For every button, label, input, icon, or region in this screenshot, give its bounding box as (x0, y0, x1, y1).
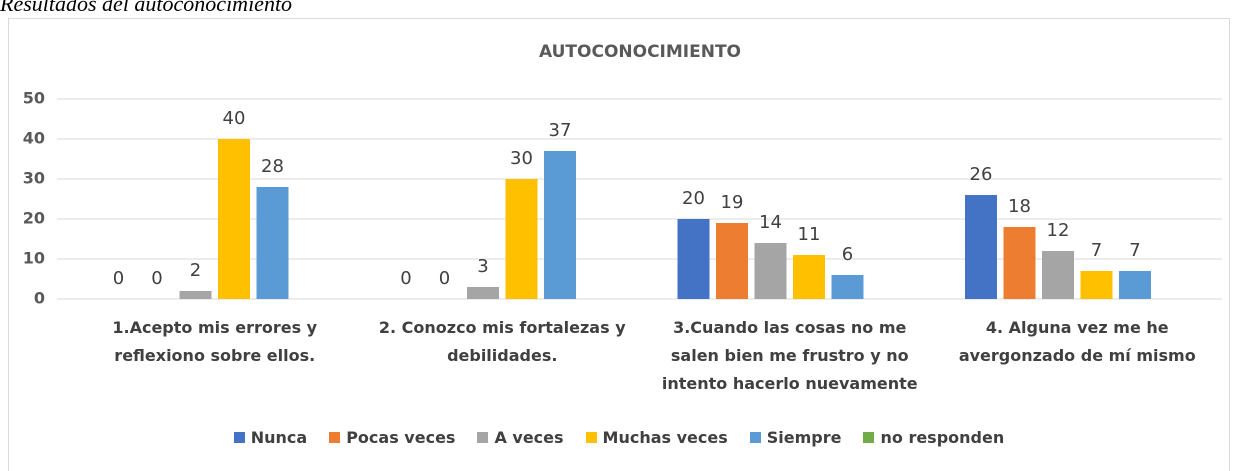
legend-label: Pocas veces (346, 428, 456, 447)
y-tick-label: 0 (34, 289, 45, 308)
data-label: 18 (1008, 196, 1031, 217)
legend-label: Nunca (250, 428, 308, 447)
legend-label: Siempre (766, 428, 842, 447)
data-label: 11 (798, 224, 821, 245)
legend-label: Muchas veces (602, 428, 728, 447)
bar (218, 139, 250, 299)
legend-label: no responden (880, 428, 1005, 447)
bar (793, 255, 825, 299)
data-label: 20 (682, 188, 705, 209)
legend-label: A veces (494, 428, 564, 447)
bar (1003, 227, 1036, 299)
legend-swatch (585, 432, 597, 443)
legend-item: Muchas veces (585, 428, 728, 447)
bar (256, 187, 289, 299)
x-tick-label: 1.Acepto mis errores y reflexiono sobre … (112, 318, 318, 365)
data-label: 37 (549, 120, 572, 141)
bar (1042, 251, 1074, 299)
x-tick-label: 4. Alguna vez me he avergonzado de mí mi… (958, 318, 1196, 365)
x-tick-label: 3.Cuando las cosas no me salen bien me f… (661, 318, 918, 393)
data-label: 2 (190, 260, 201, 281)
data-label: 0 (113, 268, 124, 289)
data-label: 30 (510, 148, 533, 169)
data-label: 19 (721, 192, 744, 213)
bar (754, 243, 787, 299)
legend-item: Pocas veces (329, 428, 455, 447)
legend-item: Nunca (233, 428, 308, 447)
bar (716, 223, 748, 299)
legend-item: no responden (863, 428, 1004, 447)
legend-swatch (329, 432, 341, 443)
legend-swatch (863, 432, 875, 443)
data-label: 6 (842, 244, 853, 265)
bar (1119, 271, 1151, 299)
data-label: 28 (261, 156, 284, 177)
legend-swatch (749, 432, 761, 443)
x-tick-label: 2. Conozco mis fortalezas y debilidades. (378, 318, 626, 365)
bar (179, 291, 212, 299)
y-tick-label: 20 (23, 209, 45, 228)
legend-swatch (477, 432, 489, 443)
legend: Nunca Pocas veces A veces Muchas veces Siemp… (0, 428, 1238, 447)
y-tick-label: 30 (23, 169, 45, 188)
legend-swatch (233, 432, 245, 443)
data-label: 3 (477, 256, 488, 277)
y-tick-label: 40 (23, 129, 45, 148)
y-tick-label: 50 (23, 89, 45, 108)
bar (505, 179, 538, 299)
y-tick-label: 10 (23, 249, 45, 268)
chart-frame (8, 18, 1230, 471)
data-label: 0 (151, 268, 162, 289)
data-label: 12 (1047, 220, 1070, 241)
data-label: 0 (439, 268, 450, 289)
legend-item: Siempre (749, 428, 842, 447)
data-label: 0 (400, 268, 411, 289)
data-label: 7 (1091, 240, 1102, 261)
bar (544, 151, 576, 299)
data-label: 14 (759, 212, 782, 233)
data-label: 7 (1129, 240, 1140, 261)
bar (467, 287, 499, 299)
chart-title: AUTOCONOCIMIENTO (539, 42, 741, 62)
bar (831, 275, 864, 299)
bar (677, 219, 710, 299)
bar (965, 195, 997, 299)
caption: Resultados del autoconocimiento (0, 0, 293, 16)
bar (1080, 271, 1113, 299)
data-label: 26 (970, 164, 993, 185)
data-label: 40 (223, 108, 246, 129)
legend-item: A veces (477, 428, 564, 447)
